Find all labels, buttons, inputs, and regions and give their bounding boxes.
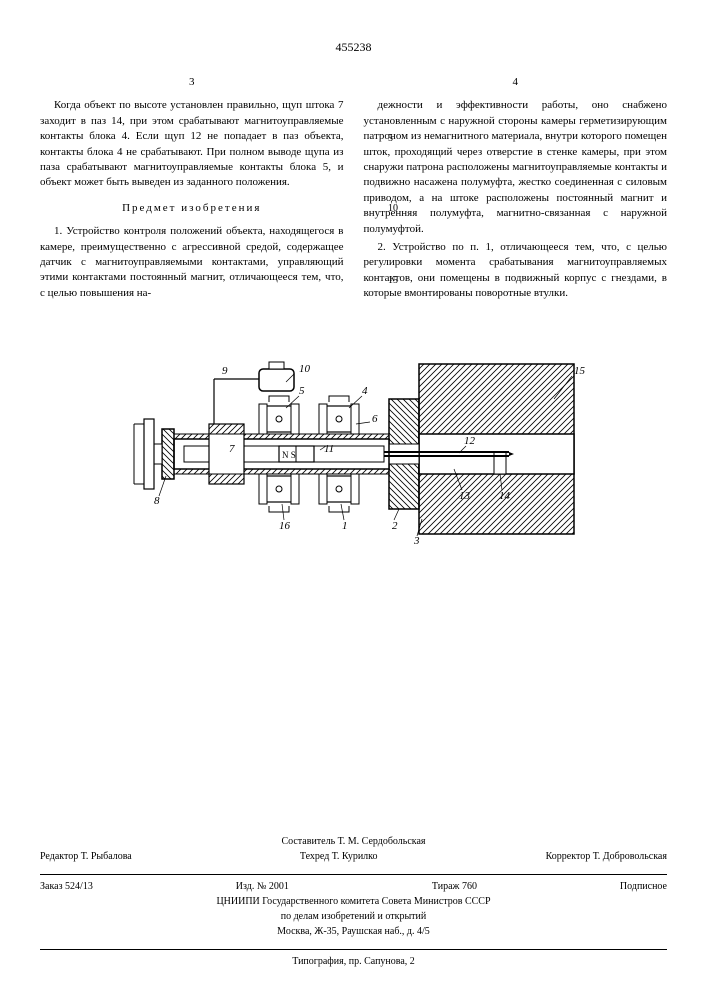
- text-columns: 3 Когда объект по высоте установлен прав…: [40, 75, 667, 304]
- fig-label-5: 5: [299, 385, 305, 397]
- footer-order: Заказ 524/13: [40, 881, 93, 892]
- footer-divider-2: [40, 949, 667, 950]
- fig-label-3: 3: [413, 535, 420, 547]
- footer-credits-row: Редактор Т. Рыбалова Техред Т. Курилко К…: [40, 849, 667, 864]
- fig-label-7: 7: [229, 443, 235, 455]
- footer-org2: по делам изобретений и открытий: [40, 909, 667, 924]
- right-column: 4 дежности и эффективности работы, оно с…: [364, 75, 668, 304]
- fig-label-8: 8: [154, 495, 160, 507]
- section-heading: Предмет изобретения: [40, 201, 344, 216]
- fig-label-16: 16: [279, 520, 291, 532]
- fig-label-ns: N S: [282, 450, 296, 460]
- left-paragraph-1: Когда объект по высоте установлен правил…: [40, 98, 344, 190]
- line-number-15: 15: [388, 275, 398, 286]
- fig-label-15: 15: [574, 365, 586, 377]
- footer-izd: Изд. № 2001: [236, 881, 289, 892]
- fig-label-1: 1: [342, 520, 348, 532]
- footer-podpis: Подписное: [620, 881, 667, 892]
- left-column: 3 Когда объект по высоте установлен прав…: [40, 75, 344, 304]
- footer-org1: ЦНИИПИ Государственного комитета Совета …: [40, 894, 667, 909]
- contact-block-4: [319, 396, 359, 434]
- footer-compiler: Составитель Т. М. Сердобольская: [40, 834, 667, 849]
- right-column-number: 4: [364, 75, 668, 90]
- document-number: 455238: [40, 40, 667, 55]
- footer-addr: Москва, Ж-35, Раушская наб., д. 4/5: [40, 924, 667, 939]
- columns-wrapper: 5 10 15 3 Когда объект по высоте установ…: [40, 75, 667, 304]
- footer-techred: Техред Т. Курилко: [300, 851, 378, 862]
- fig-label-4: 4: [362, 385, 368, 397]
- fig-label-9: 9: [222, 365, 228, 377]
- footer-corrector: Корректор Т. Добровольская: [546, 851, 667, 862]
- footer: Составитель Т. М. Сердобольская Редактор…: [40, 834, 667, 969]
- fig-label-14: 14: [499, 490, 511, 502]
- footer-divider-1: [40, 874, 667, 875]
- footer-editor: Редактор Т. Рыбалова: [40, 851, 132, 862]
- footer-typo: Типография, пр. Сапунова, 2: [40, 954, 667, 969]
- right-paragraph-1: дежности и эффективности работы, оно сна…: [364, 98, 668, 237]
- figure: 9 10 5 4 6 15 12 11 N S 7 8 16: [40, 344, 667, 554]
- footer-print-row: Заказ 524/13 Изд. № 2001 Тираж 760 Подпи…: [40, 879, 667, 894]
- left-paragraph-2: 1. Устройство контроля положений объекта…: [40, 224, 344, 301]
- page: 455238 5 10 15 3 Когда объект по высоте …: [0, 0, 707, 989]
- fig-label-12: 12: [464, 435, 476, 447]
- fig-label-11: 11: [324, 443, 334, 455]
- right-paragraph-2: 2. Устройство по п. 1, отличающееся тем,…: [364, 240, 668, 302]
- line-number-10: 10: [388, 203, 398, 214]
- fig-label-13: 13: [459, 490, 471, 502]
- technical-drawing: 9 10 5 4 6 15 12 11 N S 7 8 16: [114, 344, 594, 554]
- fig-label-6: 6: [372, 413, 378, 425]
- left-column-number: 3: [40, 75, 344, 90]
- footer-tirazh: Тираж 760: [432, 881, 477, 892]
- fig-label-2: 2: [392, 520, 398, 532]
- line-number-5: 5: [388, 133, 393, 144]
- fig-label-10: 10: [299, 363, 311, 375]
